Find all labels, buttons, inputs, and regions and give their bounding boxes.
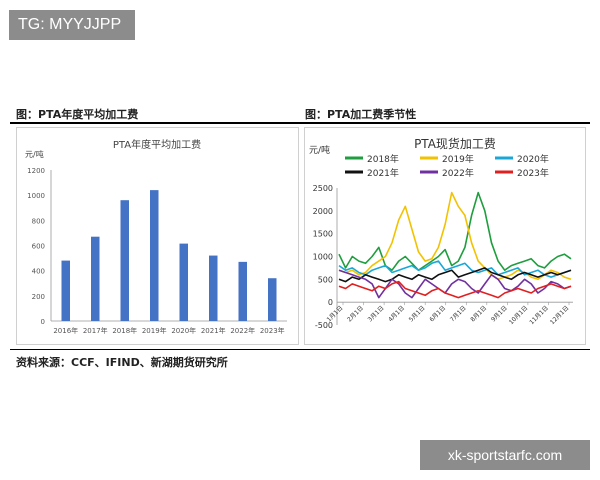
legend-label: 2021年 [367,167,399,179]
line-y-tick-label: 2500 [313,184,333,193]
legend-label: 2018年 [367,153,399,165]
bottom-rule [10,349,590,350]
line-x-tick-label: 2月1日 [346,305,365,324]
bar-x-tick-label: 2019年 [142,326,167,335]
line-x-tick-label: 12月1日 [549,305,571,327]
line-y-tick-label: 1500 [313,230,333,239]
watermark-bottom: xk-sportstarfc.com [420,440,590,470]
bar [209,255,218,321]
bar-chart-ylabel: 元/吨 [25,149,44,159]
series-line [338,191,572,271]
line-y-tick-label: -500 [315,321,333,330]
bar-y-tick-label: 1000 [27,192,45,200]
line-chart-title: PTA现货加工费 [414,136,496,151]
bar-y-tick-label: 0 [41,318,45,326]
left-figure-title: 图：PTA年度平均加工费 [16,108,139,121]
source-note: 资料来源：CCF、IFIND、新湖期货研究所 [16,356,228,369]
bar-y-tick-label: 400 [32,268,45,276]
bar [238,261,247,321]
line-x-tick-label: 8月1日 [469,305,488,324]
line-x-tick-label: 6月1日 [428,305,447,324]
series-line [338,191,572,281]
bar [179,243,188,321]
bar-x-tick-label: 2023年 [260,326,285,335]
bar-y-tick-label: 200 [32,293,45,301]
legend-label: 2020年 [517,153,549,165]
series-line [338,280,572,299]
line-y-tick-label: 500 [318,275,333,284]
series-line [338,267,572,283]
bar-x-tick-label: 2018年 [112,326,137,335]
annual-processing-fee-chart: PTA年度平均加工费 元/吨 0 200 400 600 800 1000 1200 2016… [25,138,287,335]
bar-x-tick-label: 2016年 [53,326,78,335]
bar [268,278,277,321]
bar-chart-title: PTA年度平均加工费 [113,138,201,151]
bar [120,200,129,321]
watermark-top: TG: MYYJJPP [9,10,135,40]
seasonal-processing-fee-chart: PTA现货加工费 元/吨 2018年 2019年 2020年 2021年 2022年 20… [309,136,573,330]
series-line [338,260,572,278]
line-x-tick-label: 9月1日 [490,305,509,324]
line-x-tick-label: 10月1日 [508,305,530,327]
legend-label: 2022年 [442,167,474,179]
legend-label: 2019年 [442,153,474,165]
right-figure-title: 图：PTA加工费季节性 [305,108,417,121]
bar [61,260,70,321]
bar-y-tick-label: 1200 [27,167,45,175]
line-x-tick-label: 1月1日 [326,305,345,324]
legend-label: 2023年 [517,167,549,179]
bar-x-tick-label: 2020年 [171,326,196,335]
line-y-tick-label: 2000 [313,207,333,216]
bar-x-tick-label: 2017年 [83,326,108,335]
bar-y-tick-label: 600 [32,243,45,251]
bar-x-tick-label: 2022年 [230,326,255,335]
bar-y-tick-label: 800 [32,217,45,225]
annual-processing-fee-panel: PTA年度平均加工费 元/吨 0 200 400 600 800 1000 1200 2016… [16,127,299,345]
line-x-tick-label: 11月1日 [528,305,550,327]
line-x-tick-label: 3月1日 [367,305,386,324]
series-line [338,269,572,299]
line-y-tick-label: 1000 [313,253,333,262]
line-x-tick-label: 4月1日 [387,305,406,324]
top-rule [10,122,590,124]
bar [91,236,100,321]
line-y-tick-label: 0 [328,298,333,307]
line-chart-ylabel: 元/吨 [309,144,330,156]
line-x-tick-label: 5月1日 [408,305,427,324]
bar [150,190,159,321]
bar-x-tick-label: 2021年 [201,326,226,335]
seasonal-processing-fee-panel: PTA现货加工费 元/吨 2018年 2019年 2020年 2021年 2022年 20… [304,127,586,345]
line-x-tick-label: 7月1日 [449,305,468,324]
